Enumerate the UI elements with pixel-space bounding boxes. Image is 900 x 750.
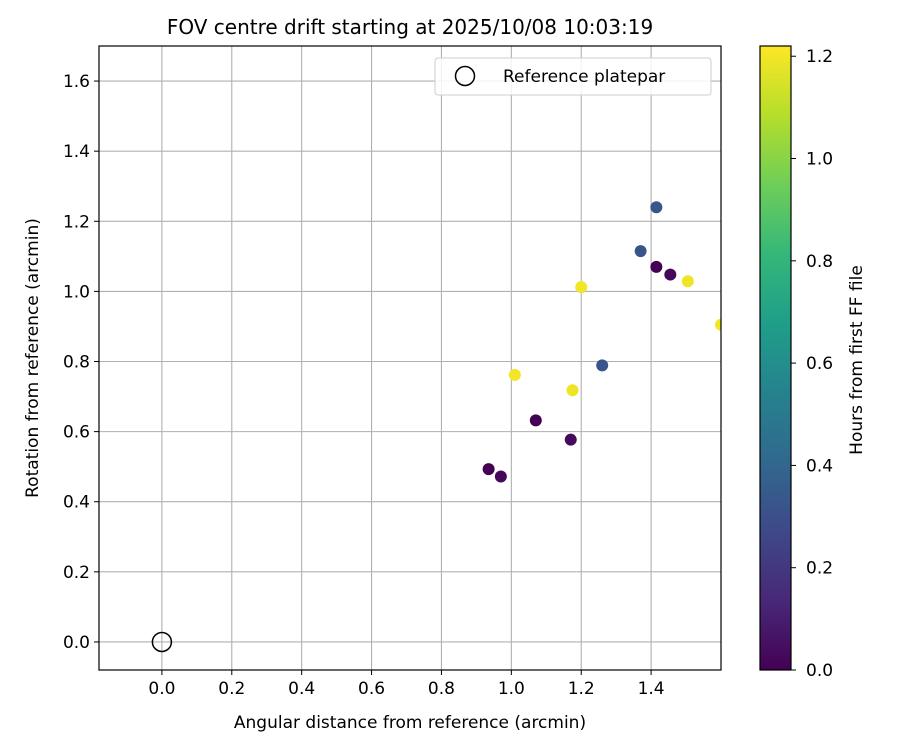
plot-frame [98, 45, 722, 671]
y-tick-label: 0.0 [63, 633, 90, 653]
x-tick-label: 0.0 [148, 679, 175, 699]
y-tick-label: 1.6 [63, 72, 90, 92]
data-point [508, 368, 521, 381]
colorbar-tick-label: 0.4 [806, 456, 833, 476]
data-point [566, 384, 579, 397]
legend-box [434, 57, 712, 96]
colorbar: 0.0 0.2 0.4 0.6 0.8 1.0 1.2 Hours from first F… [759, 45, 867, 681]
y-tick-label: 1.4 [63, 142, 90, 162]
colorbar-tick-label: 1.0 [806, 150, 833, 170]
x-tick-label: 0.6 [358, 679, 385, 699]
legend: Reference platepar [434, 57, 712, 96]
data-point [482, 463, 495, 476]
legend-reference-marker [454, 65, 476, 87]
colorbar-tick-label: 0.8 [806, 252, 833, 272]
colorbar-tick-label: 0.2 [806, 559, 833, 579]
x-tick-label: 1.2 [568, 679, 595, 699]
reference-platepar-marker [151, 631, 173, 653]
y-tick-label: 1.2 [63, 212, 90, 232]
data-point [634, 245, 647, 258]
colorbar-label: Hours from first FF file [847, 265, 867, 455]
scatter-points [482, 201, 721, 483]
data-point [494, 470, 507, 483]
x-axis-label: Angular distance from reference (arcmin) [234, 713, 586, 733]
y-tick-label: 0.2 [63, 563, 90, 583]
x-tick-label: 0.2 [218, 679, 245, 699]
data-point [529, 414, 542, 427]
y-tick-label: 0.8 [63, 353, 90, 373]
data-point [650, 201, 663, 214]
colorbar-gradient [759, 45, 792, 671]
y-axis-ticks: 0.0 0.2 0.4 0.6 0.8 1.0 1.2 1.4 1.6 [63, 72, 99, 653]
colorbar-tick-label: 0.0 [806, 661, 833, 681]
data-point [575, 281, 588, 294]
data-point [715, 318, 721, 331]
data-point [596, 359, 609, 372]
colorbar-ticks: 0.0 0.2 0.4 0.6 0.8 1.0 1.2 [791, 47, 833, 681]
x-tick-label: 1.0 [498, 679, 525, 699]
data-point [681, 275, 694, 288]
chart-title: FOV centre drift starting at 2025/10/08 … [167, 15, 653, 39]
colorbar-tick-label: 1.2 [806, 47, 833, 67]
y-tick-label: 0.6 [63, 423, 90, 443]
data-point [650, 260, 663, 273]
x-tick-label: 1.4 [638, 679, 665, 699]
legend-label: Reference platepar [503, 67, 665, 87]
data-point [664, 268, 677, 281]
y-tick-label: 1.0 [63, 282, 90, 302]
x-axis-ticks: 0.0 0.2 0.4 0.6 0.8 1.0 1.2 1.4 [148, 670, 665, 699]
x-tick-label: 0.4 [288, 679, 315, 699]
x-tick-label: 0.8 [428, 679, 455, 699]
y-tick-label: 0.4 [63, 493, 90, 513]
colorbar-tick-label: 0.6 [806, 354, 833, 374]
grid-lines [99, 46, 721, 670]
y-axis-label: Rotation from reference (arcmin) [23, 218, 43, 498]
data-point [564, 433, 577, 446]
